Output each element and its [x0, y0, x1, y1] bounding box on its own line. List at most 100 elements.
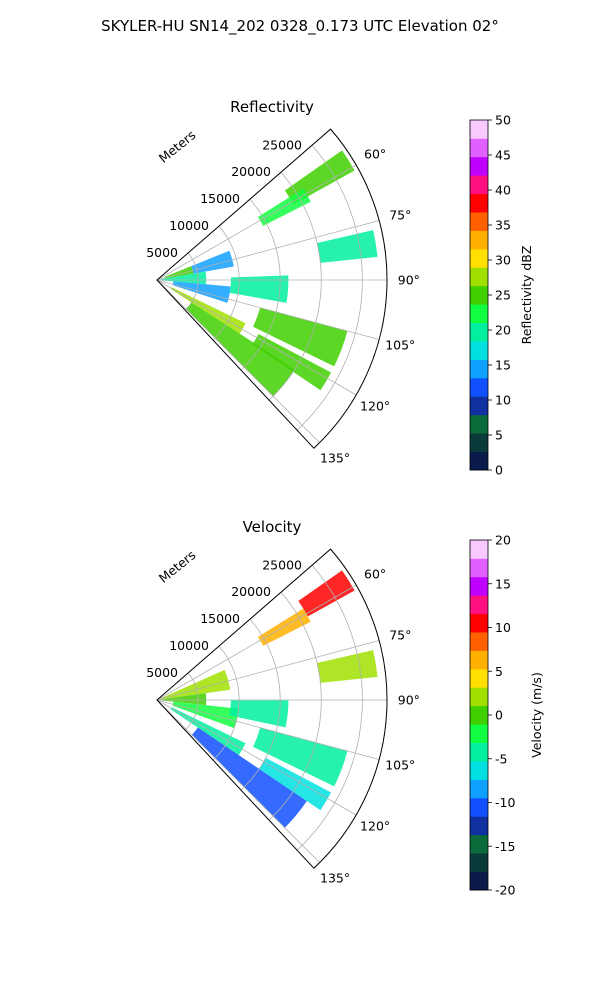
- velocity-azimuth-labels: 60° 75° 90° 105° 120° 135°: [320, 567, 420, 886]
- reflectivity-range-ring: [240, 198, 281, 371]
- velocity-echo-cell: [229, 700, 289, 728]
- velocity-range-ring: [268, 591, 322, 821]
- velocity-panel: Velocity 5000 10000 15000 20000 25000 60° 75°…: [146, 518, 544, 898]
- reflectivity-colorbar-swatch: [470, 396, 488, 416]
- reflectivity-colorbar-swatch: [470, 156, 488, 176]
- reflectivity-colorbar: 0 5 10 15 20 25 30 35 40 45 50: [469, 113, 511, 478]
- velocity-azimuth-tick-label: 120°: [360, 818, 390, 833]
- reflectivity-azimuth-spoke: [156, 279, 380, 340]
- reflectivity-range-labels: 5000 10000 15000 20000 25000: [146, 137, 302, 260]
- reflectivity-colorbar-tick-label: 0: [495, 463, 503, 478]
- reflectivity-range-ring: [296, 145, 363, 431]
- velocity-colorbar-tick-label: 5: [495, 664, 503, 679]
- velocity-range-tick-label: 20000: [231, 584, 271, 599]
- reflectivity-panel: Reflectivity 5000 10000 15000 20000 25000 60…: [146, 98, 534, 478]
- reflectivity-grid: [156, 128, 388, 449]
- velocity-colorbar-swatch: [470, 871, 488, 891]
- reflectivity-azimuth-tick-label: 105°: [385, 338, 415, 353]
- velocity-colorbar-swatch: [470, 834, 488, 854]
- velocity-colorbar-swatch: [470, 540, 488, 559]
- reflectivity-sector-boundary: [156, 128, 388, 449]
- velocity-echo-cell: [317, 650, 378, 683]
- velocity-range-axis-label: Meters: [156, 547, 199, 586]
- reflectivity-azimuth-tick-label: 60°: [364, 147, 386, 162]
- reflectivity-colorbar-swatch: [470, 414, 488, 434]
- reflectivity-colorbar-tick-label: 20: [495, 323, 511, 338]
- reflectivity-colorbar-tick-label: 10: [495, 393, 511, 408]
- reflectivity-echo-cell: [161, 271, 207, 285]
- reflectivity-colorbar-swatch: [470, 451, 488, 471]
- reflectivity-colorbar-swatch: [470, 138, 488, 158]
- reflectivity-colorbar-tick-label: 40: [495, 183, 511, 198]
- reflectivity-colorbar-swatch: [470, 248, 488, 268]
- velocity-colorbar-swatch: [470, 724, 488, 744]
- reflectivity-echo-cell: [186, 302, 295, 397]
- velocity-azimuth-tick-label: 135°: [320, 871, 350, 886]
- reflectivity-echo-cell: [252, 333, 332, 391]
- reflectivity-colorbar-tick-label: 35: [495, 218, 511, 233]
- reflectivity-range-ring: [184, 252, 199, 311]
- velocity-azimuth-tick-label: 75°: [389, 627, 411, 642]
- reflectivity-azimuth-labels: 60° 75° 90° 105° 120° 135°: [320, 147, 420, 466]
- reflectivity-echo-cell: [317, 230, 378, 263]
- velocity-colorbar-swatch: [470, 576, 488, 596]
- velocity-range-tick-label: 10000: [169, 638, 209, 653]
- velocity-colorbar-tick-label: -5: [495, 751, 507, 766]
- velocity-range-tick-label: 5000: [146, 665, 178, 680]
- velocity-echo-cell: [161, 693, 207, 706]
- reflectivity-range-ring: [268, 171, 322, 401]
- reflectivity-colorbar-swatch: [470, 359, 488, 379]
- figure-suptitle: SKYLER-HU SN14_202 0328_0.173 UTC Elevat…: [101, 17, 499, 36]
- reflectivity-range-tick-label: 10000: [169, 218, 209, 233]
- velocity-range-labels: 5000 10000 15000 20000 25000: [146, 557, 302, 680]
- reflectivity-azimuth-tick-label: 90°: [398, 273, 420, 288]
- velocity-range-tick-label: 15000: [200, 611, 240, 626]
- velocity-range-ring: [184, 672, 199, 731]
- velocity-colorbar-tick-label: 0: [495, 708, 503, 723]
- velocity-colorbar-swatch: [470, 632, 488, 651]
- reflectivity-colorbar-swatch: [470, 193, 488, 213]
- reflectivity-azimuth-spoke: [156, 279, 320, 443]
- reflectivity-colorbar-tick-label: 15: [495, 358, 511, 373]
- velocity-grid: [156, 548, 388, 869]
- velocity-echo-cell: [258, 608, 311, 646]
- reflectivity-colorbar-swatch: [470, 267, 488, 287]
- reflectivity-range-tick-label: 15000: [200, 191, 240, 206]
- velocity-colorbar-tick-label: 15: [495, 576, 511, 591]
- velocity-colorbar-swatch: [470, 742, 488, 762]
- velocity-colorbar-tick-label: -15: [495, 839, 515, 854]
- reflectivity-title: Reflectivity: [230, 98, 314, 116]
- reflectivity-colorbar-tick-label: 30: [495, 253, 511, 268]
- reflectivity-azimuth-spoke: [156, 164, 357, 281]
- reflectivity-range-tick-label: 20000: [231, 164, 271, 179]
- reflectivity-colorbar-swatch: [470, 377, 488, 397]
- reflectivity-echo-cell: [258, 188, 311, 226]
- velocity-azimuth-tick-label: 105°: [385, 758, 415, 773]
- reflectivity-range-tick-label: 5000: [146, 245, 178, 260]
- velocity-range-ring: [240, 618, 281, 791]
- reflectivity-colorbar-swatch: [470, 433, 488, 452]
- velocity-colorbar-swatch: [470, 853, 488, 872]
- reflectivity-echo-cell: [229, 275, 289, 303]
- velocity-echoes: [160, 570, 378, 828]
- velocity-colorbar-label: Velocity (m/s): [529, 672, 544, 758]
- reflectivity-echo-cell: [191, 250, 234, 274]
- velocity-colorbar-swatch: [470, 687, 488, 707]
- reflectivity-colorbar-swatch: [470, 322, 488, 342]
- velocity-colorbar-tick-label: -20: [495, 883, 515, 898]
- velocity-echo-cell: [259, 757, 332, 811]
- velocity-colorbar-swatch: [470, 779, 488, 799]
- velocity-azimuth-spoke: [156, 699, 320, 863]
- reflectivity-colorbar-tick-label: 25: [495, 288, 511, 303]
- velocity-colorbar-tick-label: -10: [495, 795, 515, 810]
- velocity-colorbar-swatch: [470, 797, 488, 817]
- velocity-colorbar: -20 -15 -10 -5 0 5 10 15 20: [469, 533, 515, 898]
- velocity-azimuth-tick-label: 90°: [398, 693, 420, 708]
- velocity-colorbar-swatch: [470, 650, 488, 670]
- reflectivity-colorbar-tick-label: 45: [495, 148, 511, 163]
- reflectivity-azimuth-tick-label: 75°: [389, 207, 411, 222]
- reflectivity-azimuth-spoke: [156, 220, 380, 281]
- velocity-colorbar-swatch: [470, 558, 488, 578]
- velocity-sector-boundary: [156, 548, 388, 869]
